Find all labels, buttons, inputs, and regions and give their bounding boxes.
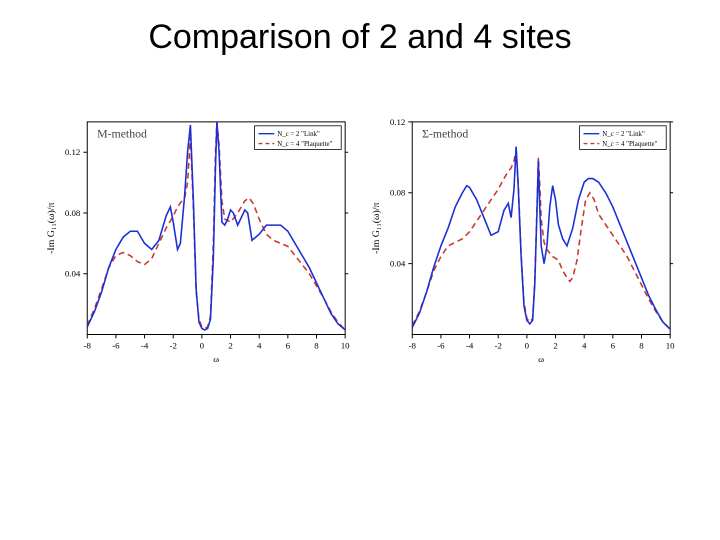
chart-right-svg: -8 -6 -4 -2 0 2 4 6 8 10 0.04 0.08 0.12 ω -Im G₁₁(ω)/π…: [365, 110, 680, 370]
legend-label: N_c = 4 "Plaquette": [602, 141, 657, 148]
x-tick-label: -4: [466, 340, 474, 350]
x-tick-label: -2: [495, 340, 502, 350]
chart-left: -8 -6 -4 -2 0 2 4 6 8 10 0.04 0.08 0.12 ω -Im G₁₁(ω)/π…: [40, 110, 355, 370]
x-tick-label: 8: [314, 340, 319, 350]
chart-left-svg: -8 -6 -4 -2 0 2 4 6 8 10 0.04 0.08 0.12 ω -Im G₁₁(ω)/π…: [40, 110, 355, 370]
x-tick-label: -8: [84, 340, 92, 350]
x-tick-label: 2: [553, 340, 557, 350]
x-tick-label: 4: [582, 340, 587, 350]
y-tick-label: 0.12: [390, 117, 405, 127]
chart-right: -8 -6 -4 -2 0 2 4 6 8 10 0.04 0.08 0.12 ω -Im G₁₁(ω)/π…: [365, 110, 680, 370]
slide-title: Comparison of 2 and 4 sites: [0, 18, 720, 57]
y-tick-label: 0.12: [65, 147, 80, 157]
method-label: M-method: [97, 127, 147, 141]
series-link: [412, 147, 670, 330]
x-tick-label: 10: [341, 340, 350, 350]
legend-label: N_c = 4 "Plaquette": [277, 141, 332, 148]
x-tick-label: -2: [170, 340, 177, 350]
legend-label: N_c = 2 "Link": [602, 131, 645, 138]
y-label: -Im G₁₁(ω)/π: [371, 203, 382, 254]
slide: Comparison of 2 and 4 sites -8 -6 -4 -2 0 2 4 6…: [0, 0, 720, 540]
chart-row: -8 -6 -4 -2 0 2 4 6 8 10 0.04 0.08 0.12 ω -Im G₁₁(ω)/π…: [40, 110, 680, 370]
x-tick-label: 6: [611, 340, 616, 350]
x-label: ω: [213, 354, 219, 364]
x-tick-label: 6: [286, 340, 291, 350]
x-label: ω: [538, 354, 544, 364]
x-tick-label: -6: [437, 340, 445, 350]
x-tick-label: -4: [141, 340, 149, 350]
x-tick-label: 0: [200, 340, 205, 350]
y-tick-label: 0.04: [390, 259, 406, 269]
y-label: -Im G₁₁(ω)/π: [46, 203, 57, 254]
legend-label: N_c = 2 "Link": [277, 131, 320, 138]
x-tick-label: 0: [525, 340, 530, 350]
x-tick-label: 4: [257, 340, 262, 350]
x-tick-label: -6: [112, 340, 120, 350]
x-tick-label: -8: [409, 340, 417, 350]
x-tick-label: 8: [639, 340, 644, 350]
y-tick-label: 0.08: [390, 188, 406, 198]
y-tick-label: 0.08: [65, 208, 81, 218]
method-label: Σ-method: [422, 127, 468, 141]
x-tick-label: 10: [666, 340, 675, 350]
x-tick-label: 2: [228, 340, 232, 350]
series-link: [87, 122, 345, 330]
y-tick-label: 0.04: [65, 269, 81, 279]
